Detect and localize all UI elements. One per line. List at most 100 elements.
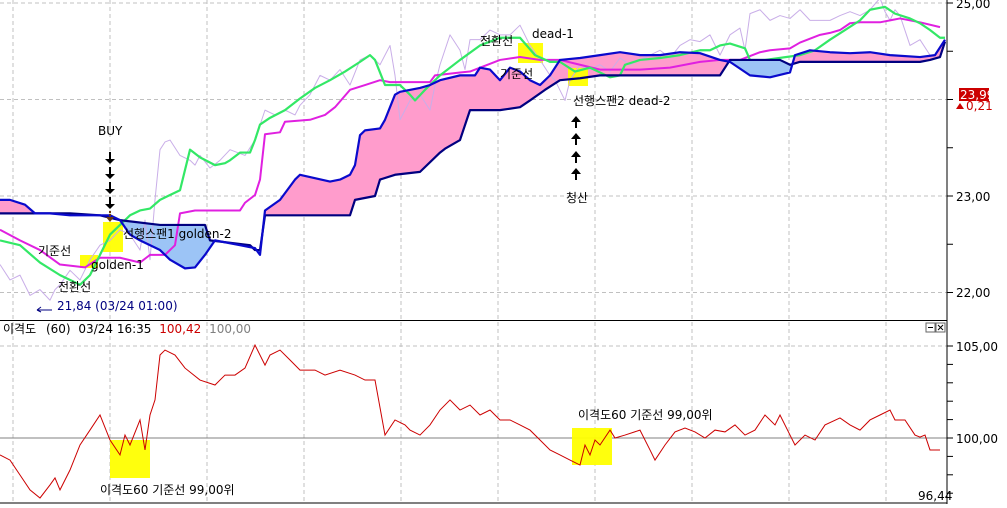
cloud-segment-bullish	[290, 183, 293, 215]
cloud-segment-bullish	[373, 129, 376, 196]
cloud-segment-bullish	[478, 68, 481, 110]
price-tick-25: 25,00	[956, 0, 990, 11]
cloud-segment-bearish	[768, 60, 771, 77]
indicator-min-value: 96,44	[918, 489, 952, 503]
cloud-segment-bullish	[348, 175, 351, 216]
minimize-button[interactable]	[926, 323, 935, 332]
cloud-segment-bullish	[365, 130, 368, 198]
cloud-segment-bullish	[320, 179, 323, 215]
indicator-name: 이격도	[3, 322, 36, 336]
cloud-segment-bullish	[635, 54, 638, 75]
indicator-current-value: 100,42	[159, 322, 201, 336]
cloud-segment-bullish	[438, 80, 441, 155]
cloud-segment-bullish	[473, 75, 476, 110]
cloud-segment-bullish	[310, 177, 313, 215]
cloud-segment-bullish	[480, 68, 483, 110]
disparity-right-label: 이격도60 기준선 99,00위	[578, 408, 713, 422]
cloud-segment-bullish	[638, 55, 641, 76]
cloud-segment-bullish	[593, 56, 596, 77]
buy-label: BUY	[98, 124, 123, 138]
cloud-segment-bullish	[828, 52, 831, 62]
cloud-segment-bullish	[850, 53, 853, 62]
indicator-timestamp: 03/24 16:35	[78, 322, 151, 336]
cloud-segment-bullish	[845, 53, 848, 62]
cloud-segment-bullish	[848, 53, 851, 62]
cloud-segment-bullish	[393, 95, 396, 176]
cloud-segment-bullish	[868, 52, 871, 62]
cloud-segment-bullish	[395, 93, 398, 175]
cloud-segment-bullish	[445, 78, 448, 148]
cloud-segment-bearish	[770, 60, 773, 77]
cloud-segment-bullish	[530, 80, 533, 100]
price-change: 0,21	[966, 99, 993, 113]
cloud-segment-bullish	[528, 78, 531, 102]
cloud-segment-bullish	[390, 101, 393, 176]
cloud-segment-bullish	[318, 179, 321, 216]
indicator-period: (60)	[46, 322, 71, 336]
cloud-segment-bullish	[388, 107, 391, 177]
cloud-segment-bullish	[420, 87, 423, 172]
cloud-segment-bullish	[435, 81, 438, 157]
cloud-segment-bullish	[708, 56, 711, 76]
cloud-segment-bullish	[400, 91, 403, 174]
cloud-segment-bullish	[613, 53, 616, 75]
dead-1-label: dead-1	[532, 27, 574, 41]
cloud-segment-bullish	[870, 52, 873, 62]
cloud-segment-bullish	[858, 53, 861, 62]
cloud-segment-bullish	[13, 201, 16, 214]
cloud-segment-bullish	[695, 53, 698, 75]
cloud-segment-bullish	[380, 124, 383, 179]
cloud-segment-bearish	[750, 60, 753, 76]
cloud-segment-bearish	[758, 60, 761, 76]
cloud-segment-bullish	[603, 54, 606, 75]
cloud-segment-bullish	[498, 78, 501, 111]
cloud-segment-bullish	[863, 52, 866, 61]
cloud-segment-bullish	[443, 79, 446, 151]
cloud-segment-bullish	[8, 200, 11, 214]
close-button[interactable]	[936, 323, 945, 332]
cloud-segment-bullish	[298, 175, 301, 216]
cloud-segment-bullish	[360, 133, 363, 199]
cloud-segment-bullish	[345, 176, 348, 215]
low-marker-label: 21,84 (03/24 01:00)	[57, 299, 178, 313]
indicator-base-value: 100,00	[209, 322, 251, 336]
cloud-segment-bullish	[383, 120, 386, 179]
cloud-segment-bullish	[488, 69, 491, 110]
cloud-segment-bullish	[410, 89, 413, 173]
cloud-segment-bullish	[705, 55, 708, 76]
cloud-segment-bullish	[305, 176, 308, 215]
disparity-left-label: 이격도60 기준선 99,00위	[100, 483, 235, 497]
cloud-segment-bullish	[333, 181, 336, 216]
cloud-segment-bullish	[330, 181, 333, 215]
cloud-segment-bullish	[855, 53, 858, 62]
cloud-segment-bullish	[335, 180, 338, 215]
cloud-segment-bullish	[698, 53, 701, 75]
cloud-segment-bullish	[823, 51, 826, 61]
cloud-segment-bullish	[455, 76, 458, 143]
cloud-segment-bullish	[368, 130, 371, 198]
cloud-segment-bullish	[825, 52, 828, 62]
cloud-segment-bearish	[775, 60, 778, 76]
cloud-segment-bullish	[483, 68, 486, 110]
cloud-segment-bullish	[10, 200, 13, 214]
cloud-segment-bullish	[470, 75, 473, 110]
cloud-segment-bullish	[843, 53, 846, 62]
cloud-segment-bullish	[3, 200, 6, 214]
cloud-segment-bullish	[293, 180, 296, 216]
indicator-tick-100: 100,00	[956, 432, 998, 446]
cloud-segment-bullish	[343, 177, 346, 215]
cloud-segment-bullish	[838, 53, 841, 62]
cloud-segment-bullish	[430, 84, 433, 162]
cloud-segment-bullish	[338, 180, 341, 216]
cloud-segment-bearish	[760, 60, 763, 77]
cloud-segment-bullish	[860, 53, 863, 62]
cloud-segment-bullish	[440, 80, 443, 153]
cloud-segment-bullish	[500, 77, 503, 110]
cloud-segment-bullish	[833, 52, 836, 62]
price-tick-22: 22,00	[956, 286, 990, 300]
cloud-segment-bullish	[385, 113, 388, 177]
cloud-segment-bullish	[458, 75, 461, 141]
cloud-segment-bullish	[865, 52, 868, 62]
tenkan-right-label: 전환선	[480, 34, 513, 48]
indicator-tick-105: 105,00	[956, 340, 998, 354]
